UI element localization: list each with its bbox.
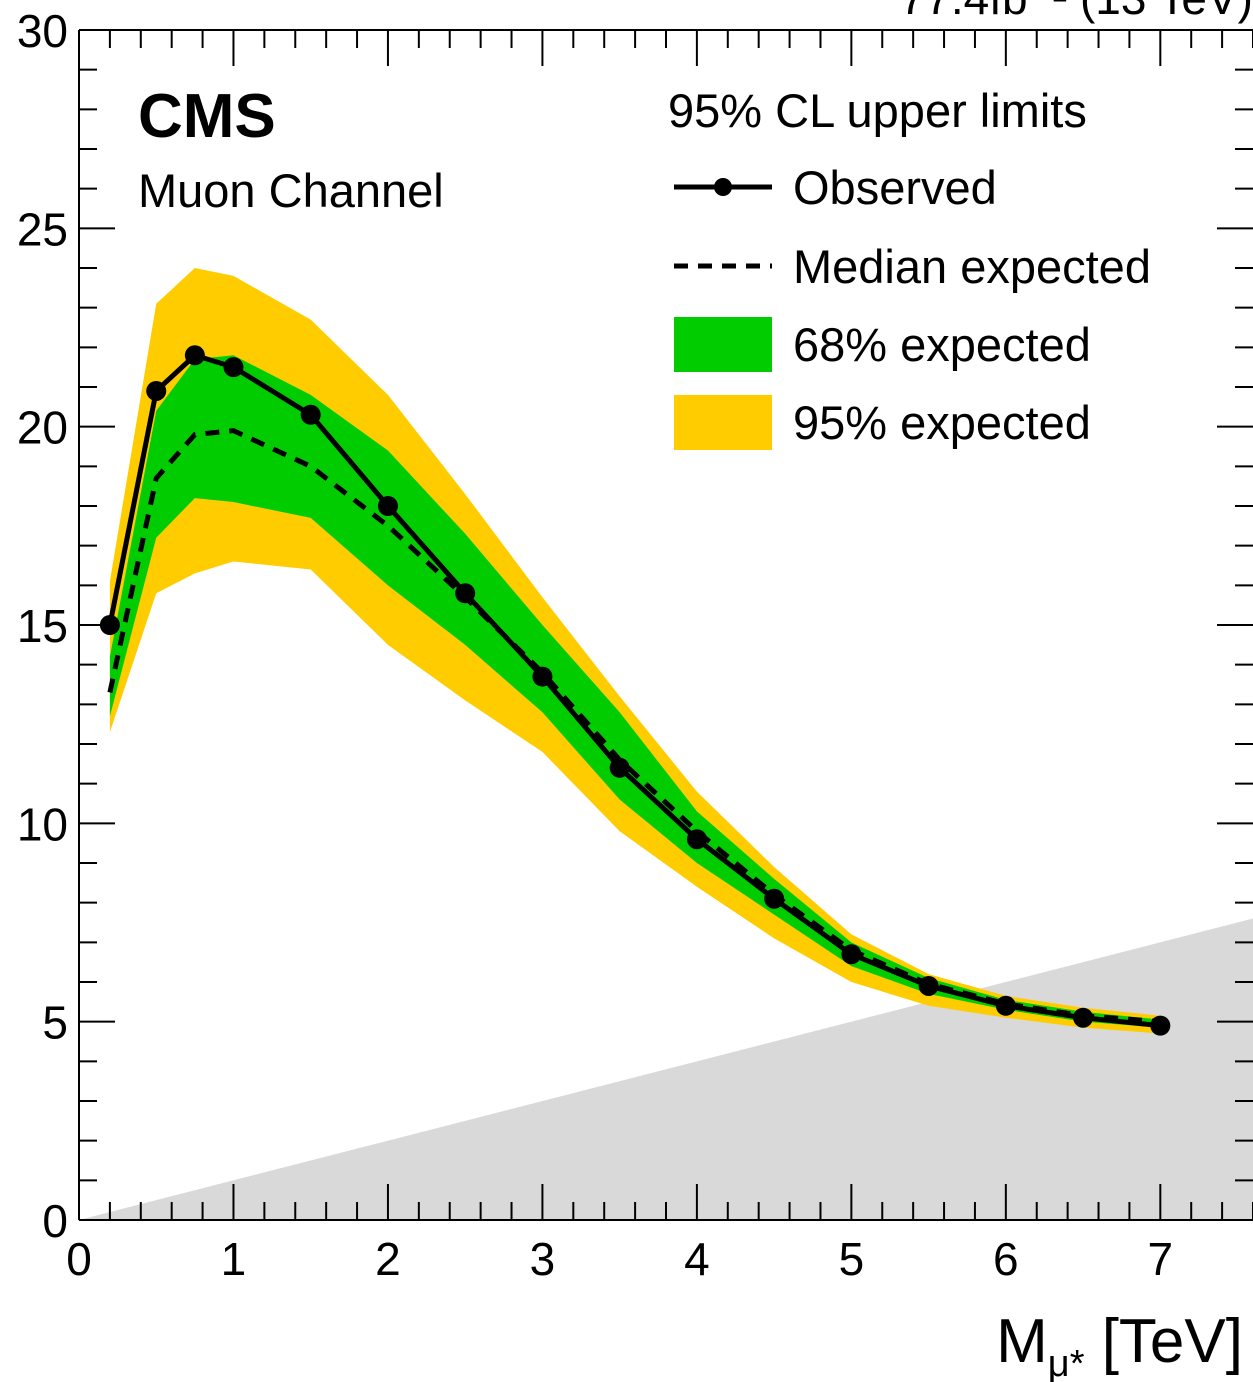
y-tick-label: 15 bbox=[17, 600, 68, 652]
x-axis-label-unit: [TeV] bbox=[1084, 1307, 1243, 1376]
legend-header: 95% CL upper limits bbox=[668, 84, 1087, 137]
y-tick-label: 5 bbox=[42, 997, 68, 1049]
legend-68-label: 68% expected bbox=[793, 318, 1091, 371]
observed-point bbox=[609, 757, 630, 778]
x-tick-label: 6 bbox=[993, 1233, 1019, 1285]
x-tick-label: 1 bbox=[221, 1233, 247, 1285]
x-tick-label: 7 bbox=[1148, 1233, 1174, 1285]
observed-line-layer bbox=[99, 345, 1171, 1036]
x-tick-label: 5 bbox=[839, 1233, 865, 1285]
x-tick-label: 2 bbox=[375, 1233, 401, 1285]
observed-point bbox=[995, 995, 1016, 1016]
excluded-region bbox=[79, 918, 1253, 1220]
x-axis-label: Mμ* [TeV] bbox=[996, 1307, 1243, 1382]
tick-labels: 0 1 2 3 4 5 6 7 0 5 10 15 20 25 30 bbox=[17, 5, 1173, 1285]
y-tick-label: 30 bbox=[17, 5, 68, 57]
observed-point bbox=[455, 583, 476, 604]
observed-point bbox=[1150, 1015, 1171, 1036]
observed-point bbox=[532, 666, 553, 687]
legend-95-label: 95% expected bbox=[793, 396, 1091, 449]
y-tick-label: 25 bbox=[17, 203, 68, 255]
x-axis-label-main: M bbox=[996, 1307, 1048, 1376]
y-tick-label: 0 bbox=[42, 1195, 68, 1247]
luminosity-label: 77.4fb⁻¹ (13 TeV) bbox=[900, 0, 1253, 24]
axes bbox=[78, 29, 1253, 1221]
x-tick-label: 3 bbox=[530, 1233, 556, 1285]
legend-observed-marker bbox=[714, 178, 732, 196]
band-68-expected bbox=[109, 355, 1161, 1028]
channel-label: Muon Channel bbox=[138, 164, 444, 217]
legend: 95% CL upper limits Observed Median expe… bbox=[668, 84, 1151, 450]
observed-point bbox=[377, 496, 398, 516]
x-tick-label: 0 bbox=[66, 1233, 92, 1285]
observed-point bbox=[841, 944, 862, 965]
experiment-label: CMS bbox=[138, 82, 276, 151]
legend-95-swatch bbox=[674, 395, 772, 450]
x-axis-label-sub: μ* bbox=[1048, 1343, 1085, 1382]
band-68-layer bbox=[109, 355, 1161, 1028]
observed-point bbox=[1073, 1007, 1094, 1028]
observed-point bbox=[223, 357, 244, 378]
observed-point bbox=[146, 380, 167, 401]
observed-line bbox=[107, 352, 1161, 1029]
y-tick-label: 20 bbox=[17, 402, 68, 454]
x-tick-label: 4 bbox=[684, 1233, 710, 1285]
observed-point bbox=[764, 888, 785, 909]
excluded-region-layer bbox=[79, 918, 1253, 1220]
legend-68-swatch bbox=[674, 317, 772, 372]
legend-observed-label: Observed bbox=[793, 161, 997, 214]
observed-point bbox=[918, 975, 939, 996]
observed-point bbox=[184, 345, 205, 366]
observed-point bbox=[686, 829, 707, 850]
y-tick-label: 10 bbox=[17, 798, 68, 850]
legend-expected-label: Median expected bbox=[793, 240, 1151, 293]
observed-point bbox=[300, 404, 321, 425]
